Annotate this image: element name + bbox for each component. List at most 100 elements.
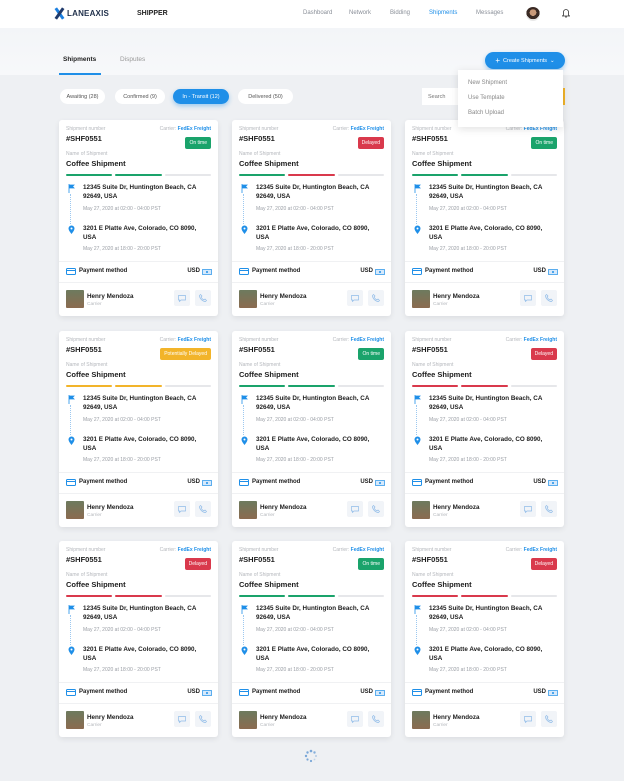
chat-icon <box>178 505 186 513</box>
shipment-card[interactable]: Shipment number Carrier: FedEx Freight #… <box>59 331 218 527</box>
nav-bidding[interactable]: Bidding <box>390 10 411 16</box>
message-button[interactable] <box>174 711 190 727</box>
cash-icon <box>548 690 558 696</box>
carrier-link[interactable]: FedEx Freight <box>177 126 211 132</box>
shipment-card[interactable]: Shipment number Carrier: FedEx Freight #… <box>405 541 564 737</box>
bell-icon[interactable] <box>562 8 570 18</box>
dropoff-address: 3201 E Platte Ave, Colorado, CO 8090, US… <box>256 436 370 452</box>
call-button[interactable] <box>541 711 557 727</box>
progress-segment <box>239 174 286 176</box>
menu-item-use-template[interactable]: Use Template <box>468 95 505 101</box>
divider <box>405 282 564 283</box>
progress-bar <box>239 385 384 387</box>
call-button[interactable] <box>195 290 211 306</box>
credit-card-icon <box>239 479 249 486</box>
carrier-link[interactable]: FedEx Freight <box>523 337 557 343</box>
menu-item-new-shipment[interactable]: New Shipment <box>468 80 508 86</box>
shipment-name: Coffee Shipment <box>66 370 126 379</box>
message-button[interactable] <box>347 501 363 517</box>
progress-segment <box>288 385 335 387</box>
pickup-address: 12345 Suite Dr, Huntington Beach, CA 926… <box>256 605 370 621</box>
message-button[interactable] <box>520 290 536 306</box>
dropoff-date: May 27, 2020 at 18:00 - 20:00 PST <box>429 246 507 252</box>
pickup-address: 12345 Suite Dr, Huntington Beach, CA 926… <box>429 605 543 621</box>
user-avatar[interactable] <box>526 7 540 21</box>
message-button[interactable] <box>520 711 536 727</box>
message-button[interactable] <box>520 501 536 517</box>
shipment-card[interactable]: Shipment number Carrier: FedEx Freight #… <box>232 120 391 316</box>
create-shipments-button[interactable]: + Create Shipments ⌄ <box>485 52 565 69</box>
route-line <box>70 405 71 435</box>
carrier-link[interactable]: FedEx Freight <box>523 126 557 132</box>
carrier-link[interactable]: FedEx Freight <box>523 547 557 553</box>
location-pin-icon <box>241 436 248 445</box>
nav-shipments[interactable]: Shipments <box>429 10 458 16</box>
divider <box>405 472 564 473</box>
tab-shipments[interactable]: Shipments <box>63 56 97 63</box>
shipment-number: #SHF0551 <box>239 134 275 143</box>
filter-awaiting[interactable]: Awaiting (28) <box>60 89 105 104</box>
carrier-link[interactable]: FedEx Freight <box>350 337 384 343</box>
shipment-card[interactable]: Shipment number Carrier: FedEx Freight #… <box>59 541 218 737</box>
shipment-name: Coffee Shipment <box>412 159 472 168</box>
shipment-name: Coffee Shipment <box>239 159 299 168</box>
message-button[interactable] <box>347 711 363 727</box>
call-button[interactable] <box>541 290 557 306</box>
carrier-contact-name: Henry Mendoza <box>87 293 134 300</box>
carrier-link[interactable]: FedEx Freight <box>350 547 384 553</box>
menu-item-batch-upload[interactable]: Batch Upload <box>468 110 505 116</box>
flag-icon <box>414 184 421 193</box>
carrier-link[interactable]: FedEx Freight <box>350 126 384 132</box>
cash-icon <box>548 269 558 275</box>
chat-icon <box>351 715 359 723</box>
filter-delivered[interactable]: Delivered (50) <box>238 89 293 104</box>
payment-method-label: Payment method <box>425 268 474 274</box>
phone-icon <box>545 505 553 513</box>
call-button[interactable] <box>195 501 211 517</box>
pickup-address: 12345 Suite Dr, Huntington Beach, CA 926… <box>429 184 543 200</box>
carrier-contact-name: Henry Mendoza <box>87 504 134 511</box>
shipment-name: Coffee Shipment <box>412 370 472 379</box>
nav-dashboard[interactable]: Dashboard <box>303 10 333 16</box>
pickup-address: 12345 Suite Dr, Huntington Beach, CA 926… <box>83 184 197 200</box>
carrier-contact-role: Carrier <box>87 302 102 307</box>
shipment-card[interactable]: Shipment number Carrier: FedEx Freight #… <box>232 331 391 527</box>
filter-in-transit[interactable]: In - Transit (12) <box>173 89 229 104</box>
call-button[interactable] <box>368 711 384 727</box>
tab-disputes[interactable]: Disputes <box>120 56 146 63</box>
credit-card-icon <box>239 268 249 275</box>
pickup-date: May 27, 2020 at 02:00 - 04:00 PST <box>256 206 334 212</box>
call-button[interactable] <box>368 290 384 306</box>
shipment-card[interactable]: Shipment number Carrier: FedEx Freight #… <box>232 541 391 737</box>
route-line <box>70 194 71 224</box>
progress-bar <box>412 595 557 597</box>
filter-confirmed[interactable]: Confirmed (9) <box>115 89 165 104</box>
nav-network[interactable]: Network <box>349 10 372 16</box>
message-button[interactable] <box>347 290 363 306</box>
progress-segment <box>461 595 508 597</box>
nav-messages[interactable]: Messages <box>476 10 504 16</box>
divider <box>59 703 218 704</box>
shipment-card[interactable]: Shipment number Carrier: FedEx Freight #… <box>59 120 218 316</box>
call-button[interactable] <box>368 501 384 517</box>
logo[interactable]: LANEAXIS <box>54 7 109 19</box>
carrier-link[interactable]: FedEx Freight <box>177 337 211 343</box>
pickup-date: May 27, 2020 at 02:00 - 04:00 PST <box>83 417 161 423</box>
call-button[interactable] <box>541 501 557 517</box>
call-button[interactable] <box>195 711 211 727</box>
divider <box>232 703 391 704</box>
shipment-number: #SHF0551 <box>412 555 448 564</box>
progress-segment <box>461 174 508 176</box>
carrier-contact-role: Carrier <box>87 513 102 518</box>
dropoff-date: May 27, 2020 at 18:00 - 20:00 PST <box>256 246 334 252</box>
chat-icon <box>351 505 359 513</box>
flag-icon <box>414 395 421 404</box>
message-button[interactable] <box>174 501 190 517</box>
message-button[interactable] <box>174 290 190 306</box>
dropoff-date: May 27, 2020 at 18:00 - 20:00 PST <box>256 457 334 463</box>
carrier: Carrier: FedEx Freight <box>332 547 384 553</box>
shipment-card[interactable]: Shipment number Carrier: FedEx Freight #… <box>405 120 564 316</box>
shipment-card[interactable]: Shipment number Carrier: FedEx Freight #… <box>405 331 564 527</box>
carrier-link[interactable]: FedEx Freight <box>177 547 211 553</box>
carrier-contact-name: Henry Mendoza <box>260 504 307 511</box>
